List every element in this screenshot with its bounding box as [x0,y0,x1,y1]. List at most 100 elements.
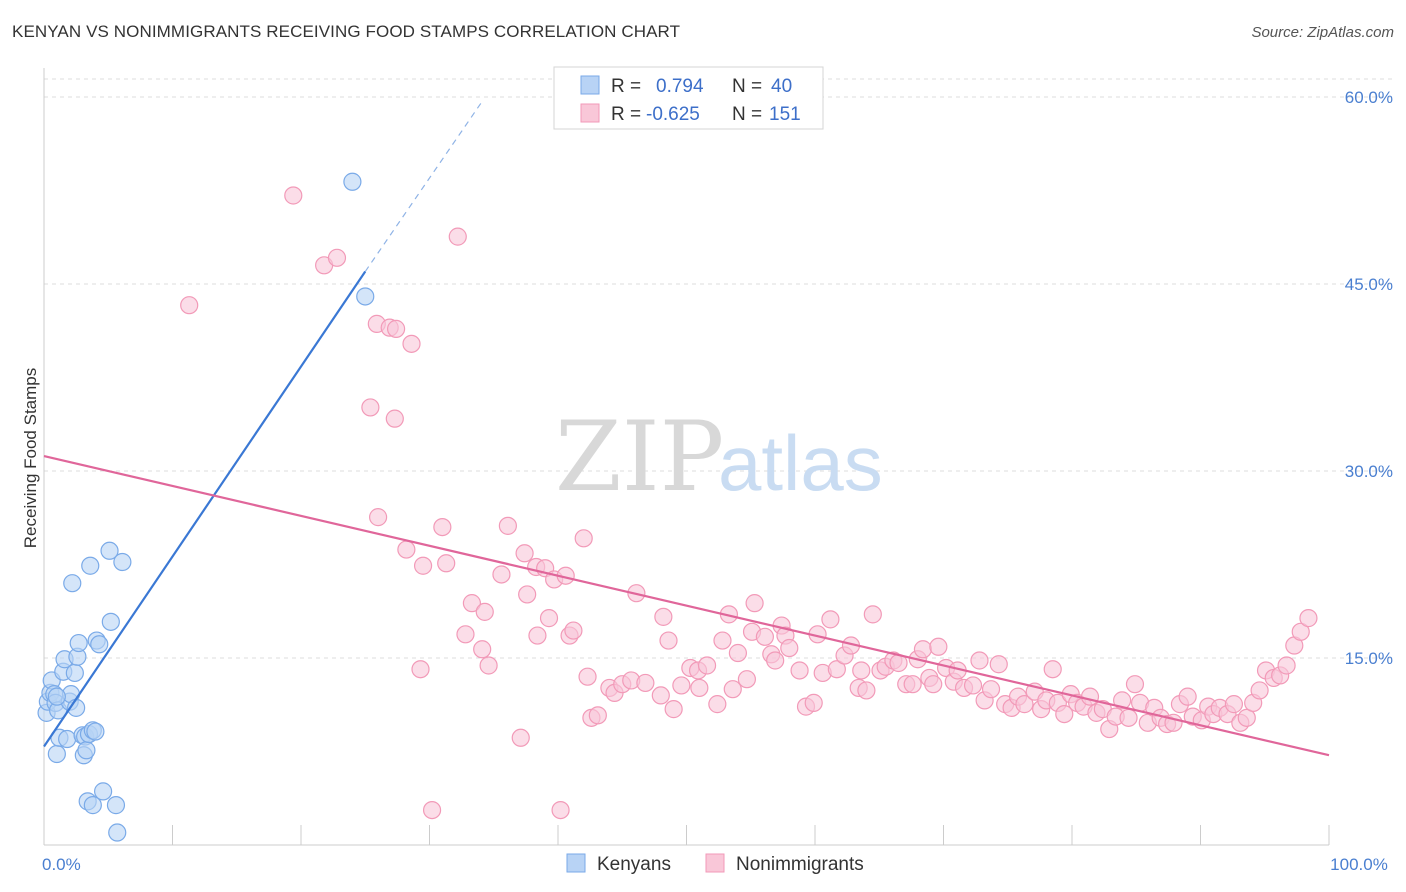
x-tick-label: 0.0% [42,855,81,874]
axes [43,68,1330,846]
legend-n-label-1: N = [732,76,762,97]
data-point [924,675,943,694]
data-point [511,728,530,747]
data-point [1015,695,1034,714]
legend-n-value-2: 151 [769,104,801,125]
data-point [929,637,948,656]
data-point [1250,681,1269,700]
data-point [790,661,809,680]
data-point [654,607,673,626]
data-point [81,556,100,575]
data-point [708,695,727,714]
data-point [356,287,375,306]
tick-labels: 15.0% 30.0% 45.0% 60.0% 0.0% 100.0% [42,88,1393,874]
data-point [106,796,126,815]
data-point [94,782,113,801]
legend-swatch-nonimmigrants [580,103,600,123]
data-point [755,627,774,646]
data-point [981,680,1001,699]
data-point [422,800,442,820]
data-point [284,186,303,205]
data-point [515,544,534,563]
data-point [369,508,388,527]
data-point [101,612,120,631]
legend-r-value-2: -0.625 [646,104,700,125]
legend-swatch-kenyans [580,75,600,95]
data-point [63,574,82,593]
data-point [1178,687,1197,706]
data-point [852,661,871,680]
data-point [1055,704,1074,724]
data-point [737,670,756,689]
watermark-zip: ZIP [555,401,724,513]
data-point [413,556,433,575]
data-point [723,680,742,699]
data-point [1299,609,1318,628]
data-point [1237,708,1256,727]
bottom-legend-swatch-nonimmigrants [705,853,725,873]
bottom-legend-swatch-kenyans [566,853,586,873]
data-point [574,529,593,548]
data-point [1080,687,1100,706]
data-point [65,663,84,683]
data-point [713,631,732,650]
data-point [498,516,517,535]
data-point [397,540,416,559]
data-point [47,744,66,764]
data-point [343,172,362,191]
data-point [108,823,127,842]
trend-lines [43,102,1330,757]
data-point [728,643,748,663]
data-point [1043,660,1062,679]
data-point [475,602,494,621]
data-point [69,633,88,653]
legend-r-label-1: R = [611,76,641,97]
trend-line-kenyans-extension [364,102,482,272]
data-point [588,706,607,725]
data-point [386,319,406,338]
data-point [690,678,709,698]
data-point [327,248,347,267]
y-tick-label: 45.0% [1345,275,1393,294]
watermark-atlas: atlas [718,419,883,507]
data-point [402,334,421,353]
data-point [913,640,933,659]
y-tick-label: 60.0% [1345,88,1393,107]
data-point [564,621,583,640]
trend-line-nonimmigrants [43,454,1330,757]
data-point [58,729,77,749]
data-point [448,227,467,246]
data-point [672,676,691,695]
data-point [827,660,846,679]
data-point [651,686,670,705]
data-point [437,554,456,573]
bottom-legend-kenyans: Kenyans [597,854,671,875]
data-point [697,656,717,675]
data-point [456,625,475,644]
data-point [1113,691,1132,710]
bottom-legend-nonimmigrants: Nonimmigrants [736,854,864,875]
data-point [385,409,404,428]
data-point [863,605,882,624]
legend-n-label-2: N = [732,104,762,125]
data-point [180,296,199,315]
watermark: ZIP atlas [555,401,883,513]
data-point [804,693,823,712]
data-point [528,626,547,645]
data-point [821,610,840,629]
data-point [578,667,597,686]
data-point [989,655,1008,674]
data-point [462,594,482,613]
data-point [1277,656,1296,675]
series-nonimmigrants [180,186,1318,820]
data-point [1119,708,1138,727]
data-point [47,687,66,706]
chart-title: KENYAN VS NONIMMIGRANTS RECEIVING FOOD S… [12,22,681,41]
data-point [473,640,492,659]
data-point [86,722,105,741]
legend-r-label-2: R = [611,104,641,125]
data-point [780,638,799,658]
data-point [664,700,683,719]
data-point [90,635,109,654]
